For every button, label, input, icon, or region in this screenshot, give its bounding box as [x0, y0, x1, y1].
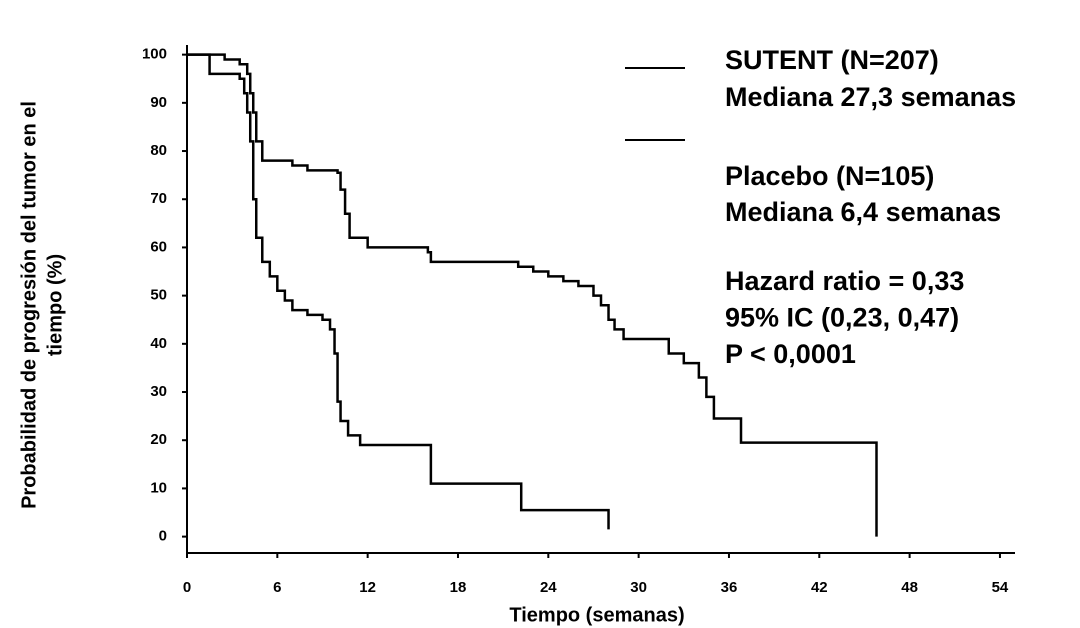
km-curve	[187, 53, 878, 537]
y-tick-label: 70	[150, 190, 167, 207]
y-tick-label: 0	[159, 528, 167, 545]
legend-note: Mediana 6,4 semanas	[725, 197, 1001, 227]
x-axis-label: Tiempo (semanas)	[509, 604, 684, 626]
y-tick-label: 20	[150, 431, 167, 448]
annotation: P < 0,0001	[725, 339, 856, 369]
x-tick-label: 42	[811, 579, 828, 596]
y-tick-label: 80	[150, 142, 167, 159]
y-tick-label: 90	[150, 94, 167, 111]
x-tick-label: 18	[450, 579, 467, 596]
annotation: Hazard ratio = 0,33	[725, 266, 964, 296]
legend-label: SUTENT (N=207)	[725, 45, 939, 75]
x-tick-label: 12	[359, 579, 376, 596]
y-tick-label: 10	[150, 479, 167, 496]
y-tick-label: 30	[150, 383, 167, 400]
y-tick-label: 50	[150, 287, 167, 304]
km-curve	[187, 53, 610, 530]
x-tick-label: 54	[992, 579, 1009, 596]
annotation: 95% IC (0,23, 0,47)	[725, 303, 959, 333]
x-tick-label: 36	[721, 579, 738, 596]
legend-label: Placebo (N=105)	[725, 161, 934, 191]
x-tick-label: 30	[630, 579, 647, 596]
y-axis-label: tiempo (%)	[44, 254, 66, 356]
y-tick-label: 40	[150, 335, 167, 352]
y-tick-label: 100	[142, 46, 167, 63]
x-tick-label: 24	[540, 579, 557, 596]
y-tick-label: 60	[150, 238, 167, 255]
x-tick-label: 6	[273, 579, 281, 596]
legend-note: Mediana 27,3 semanas	[725, 82, 1016, 112]
x-tick-label: 48	[901, 579, 918, 596]
y-axis-label: Probabilidad de progresión del tumor en …	[18, 101, 40, 509]
x-tick-label: 0	[183, 579, 191, 596]
